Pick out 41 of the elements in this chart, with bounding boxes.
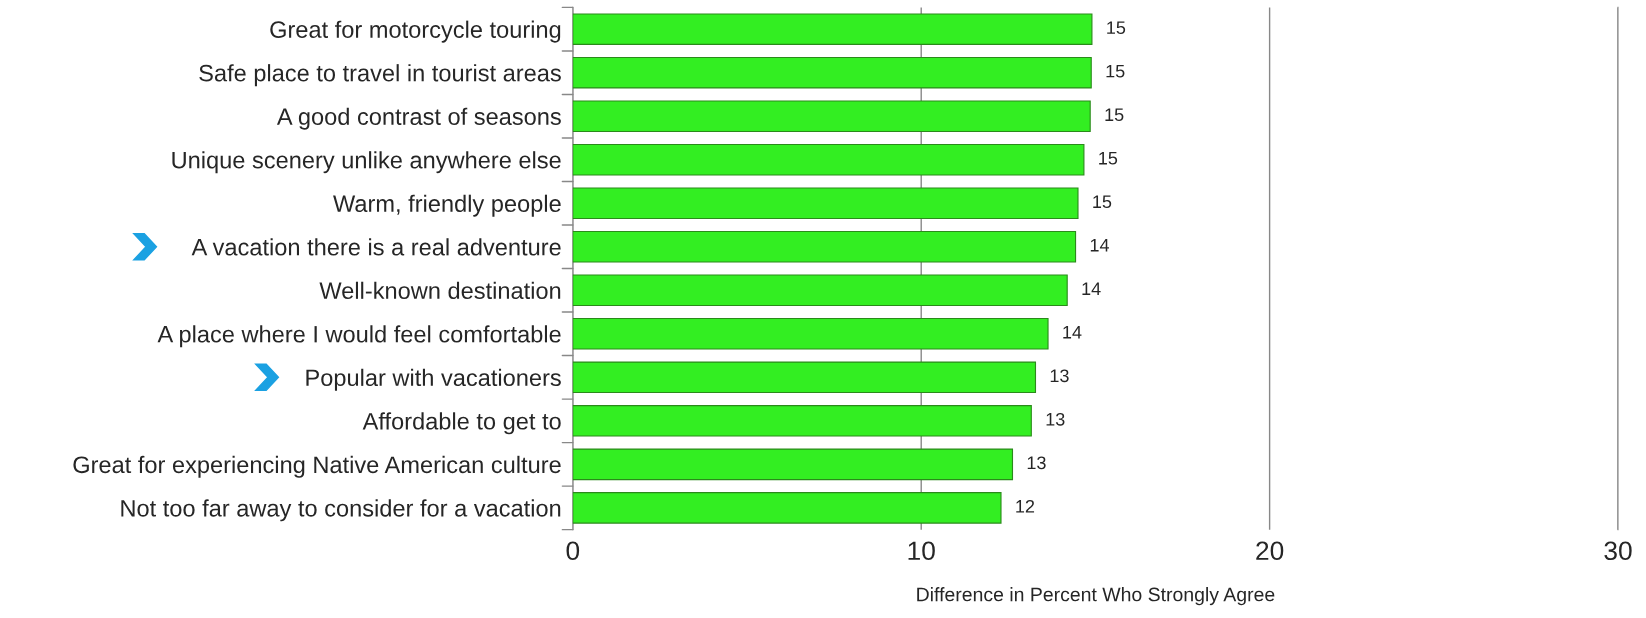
y-tick-label: Popular with vacationers [306,368,561,391]
data-label: 15 [1099,151,1118,165]
bar [572,274,1068,307]
y-tick-label: Great for experiencing Native American culture [73,455,561,478]
y-tick-label: Not too far away to consider for a vacation [121,499,561,522]
bar [572,448,1014,481]
x-tick-label: 10 [908,541,935,561]
y-tick-label: A vacation there is a real adventure [191,238,561,256]
y-tick-label: Well-known destination [319,281,561,300]
bar [572,361,1037,394]
bar [572,13,1093,45]
data-label: 15 [1106,64,1125,78]
data-label: 13 [1050,369,1069,383]
bar [572,100,1091,132]
data-label: 15 [1105,108,1124,122]
bar [572,56,1092,89]
x-tick-label: 0 [566,541,580,561]
x-tick-label: 20 [1256,541,1284,561]
bar [572,405,1032,437]
bar [572,492,1002,524]
data-label: 14 [1082,282,1101,295]
y-tick-label: Safe place to travel in tourist areas [199,64,561,87]
bar [572,187,1079,220]
data-label: 13 [1027,456,1046,470]
data-label: 14 [1063,326,1082,339]
data-label: 12 [1016,499,1035,513]
bar [572,230,1077,263]
y-tick-label: Great for motorcycle touring [270,20,561,43]
y-tick-label: Affordable to get to [362,412,561,435]
data-label: 13 [1046,412,1065,426]
y-tick-label: A place where I would feel comfortable [157,325,561,348]
x-tick-label: 30 [1604,541,1632,561]
y-tick-label: Warm, friendly people [333,194,561,217]
x-axis-title: Difference in Percent Who Strongly Agree [917,587,1275,606]
bar [572,318,1049,350]
bar [572,143,1085,176]
data-label: 15 [1107,21,1126,35]
y-tick-label: Unique scenery unlike anywhere else [172,151,561,174]
y-tick-label: A good contrast of seasons [276,107,561,130]
data-label: 14 [1090,239,1109,252]
data-label: 15 [1093,195,1112,209]
